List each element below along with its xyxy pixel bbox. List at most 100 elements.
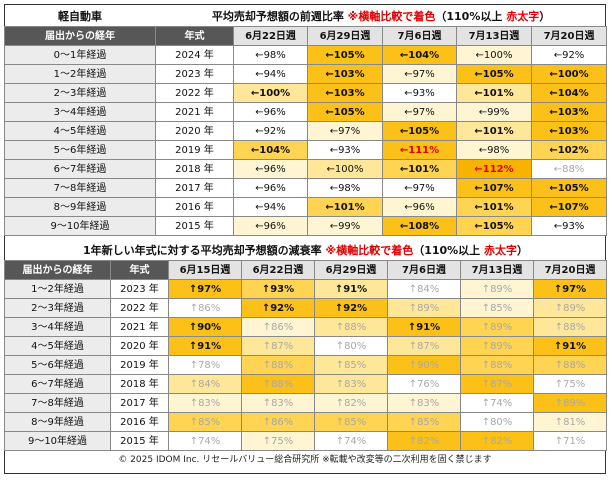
model-year: 2016 年 [110,412,169,432]
table-row: 1～2年経過 2023 年 ←94% ←103% ←97% ←105% ←100% [4,64,608,84]
ratio-cell: ←94% [233,197,308,217]
table1-title-note: ※横軸比較で着色 [347,9,436,23]
ratio-cell: ↑84% [387,279,461,299]
elapsed-label: 4～5年経過 [4,121,156,141]
ratio-cell: ↑89% [387,298,461,318]
ratio-cell: ←101% [382,159,457,179]
ratio-cell: ↑89% [460,317,534,337]
ratio-cell: ←104% [530,83,608,103]
table-row: 1～2年経過 2023 年 ↑97% ↑93% ↑91% ↑84% ↑89% ↑97% [4,279,608,299]
elapsed-label: 1～2年経過 [4,279,111,299]
ratio-cell: ←94% [233,64,308,84]
ratio-cell: ←103% [307,64,383,84]
ratio-cell: ↑83% [314,374,388,394]
table-row: 9～10年経過 2015 年 ↑74% ↑75% ↑74% ↑82% ↑82% ↑71% [4,431,608,451]
ratio-cell: ↑83% [241,393,315,413]
ratio-cell: ←111% [382,140,457,160]
ratio-cell: ←93% [307,140,383,160]
table-row: 3～4年経過 2021 年 ←96% ←105% ←97% ←99% ←103% [4,102,608,122]
model-year: 2018 年 [155,159,234,179]
table2-header-date: 6月22日週 [241,260,315,280]
ratio-cell: ←105% [307,45,383,65]
model-year: 2023 年 [110,279,169,299]
weekly-ratio-table: 軽自動車 平均売却予想額の前週比率 ※横軸比較で着色（110%以上 赤太字） 届… [4,6,608,236]
ratio-cell: ↑76% [387,374,461,394]
table2-header-date: 6月15日週 [168,260,242,280]
table-row: 7～8年経過 2017 年 ↑83% ↑83% ↑82% ↑83% ↑74% ↑89% [4,393,608,413]
ratio-cell: ↑85% [460,298,534,318]
ratio-cell: ←104% [382,45,457,65]
table2-header-date: 7月13日週 [460,260,534,280]
elapsed-label: 7～8年経過 [4,178,156,198]
ratio-cell: ←100% [233,83,308,103]
ratio-cell: ←92% [530,45,608,65]
ratio-cell: ←100% [530,64,608,84]
table2-header-date: 6月29日週 [314,260,388,280]
elapsed-label: 9～10年経過 [4,431,111,451]
ratio-cell: ←101% [456,121,532,141]
ratio-cell: ←100% [307,159,383,179]
ratio-cell: ↑97% [168,279,242,299]
elapsed-label: 7～8年経過 [4,393,111,413]
table2-title-rule-end: ） [517,243,529,257]
ratio-cell: ←93% [530,216,608,236]
table2-title-rule-red: 赤太字 [484,243,518,257]
model-year: 2017 年 [110,393,169,413]
ratio-cell: ↑89% [460,336,534,356]
elapsed-label: 3～4年経過 [4,317,111,337]
ratio-cell: ←107% [456,178,532,198]
ratio-cell: ←96% [233,216,308,236]
model-year: 2015 年 [155,216,234,236]
ratio-cell: ↑83% [168,393,242,413]
ratio-cell: ↑87% [241,336,315,356]
elapsed-label: 6～7年経過 [4,159,156,179]
table-row: 5～6年経過 2019 年 ←104% ←93% ←111% ←98% ←102% [4,140,608,160]
elapsed-label: 2～3年経過 [4,83,156,103]
elapsed-label: 4～5年経過 [4,336,111,356]
table1-header-date: 7月6日週 [382,26,457,46]
ratio-cell: ↑92% [314,298,388,318]
ratio-cell: ←88% [530,159,608,179]
ratio-cell: ←96% [382,197,457,217]
elapsed-label: 6～7年経過 [4,374,111,394]
ratio-cell: ↑75% [241,431,315,451]
elapsed-label: 1～2年経過 [4,64,156,84]
ratio-cell: ←93% [382,83,457,103]
table1-header-date: 7月20日週 [530,26,608,46]
ratio-cell: ←101% [456,83,532,103]
model-year: 2021 年 [110,317,169,337]
table-row: 2～3年経過 2022 年 ↑86% ↑92% ↑92% ↑89% ↑85% ↑89% [4,298,608,318]
model-year: 2024 年 [155,45,234,65]
ratio-cell: ↑82% [387,431,461,451]
elapsed-label: 0～1年経過 [4,45,156,65]
table2-body: 1～2年経過 2023 年 ↑97% ↑93% ↑91% ↑84% ↑89% ↑97% 2～3年… [4,279,608,451]
ratio-cell: ←101% [456,197,532,217]
model-year: 2022 年 [155,83,234,103]
ratio-cell: ↑80% [314,336,388,356]
table-row: 4～5年経過 2020 年 ↑91% ↑87% ↑80% ↑87% ↑89% ↑91% [4,336,608,356]
elapsed-label: 5～6年経過 [4,140,156,160]
ratio-cell: ↑86% [241,317,315,337]
vehicle-category-title: 軽自動車 [58,9,102,23]
table1-header-date: 7月13日週 [456,26,532,46]
table1-title-rule-red: 赤太字 [506,9,540,23]
depreciation-rate-table: 1年新しい年式に対する平均売却予想額の減衰率 ※横軸比較で着色（110%以上 赤… [4,240,608,451]
ratio-cell: ←105% [456,64,532,84]
table-row: 6～7年経過 2018 年 ←96% ←100% ←101% ←112% ←88% [4,159,608,179]
elapsed-label: 8～9年経過 [4,197,156,217]
model-year: 2019 年 [155,140,234,160]
ratio-cell: ↑85% [314,355,388,375]
table-row: 5～6年経過 2019 年 ↑78% ↑88% ↑85% ↑90% ↑88% ↑88% [4,355,608,375]
ratio-cell: ↑86% [168,298,242,318]
table1-title-rule-end: ） [539,9,551,23]
ratio-cell: ↑84% [168,374,242,394]
table2-title-note: ※横軸比較で着色 [325,243,414,257]
ratio-cell: ←102% [530,140,608,160]
elapsed-label: 9～10年経過 [4,216,156,236]
model-year: 2022 年 [110,298,169,318]
ratio-cell: ↑89% [532,393,608,413]
ratio-cell: ↑88% [460,355,534,375]
table-row: 9～10年経過 2015 年 ←96% ←99% ←108% ←105% ←93% [4,216,608,236]
model-year: 2015 年 [110,431,169,451]
ratio-cell: ↑91% [168,336,242,356]
